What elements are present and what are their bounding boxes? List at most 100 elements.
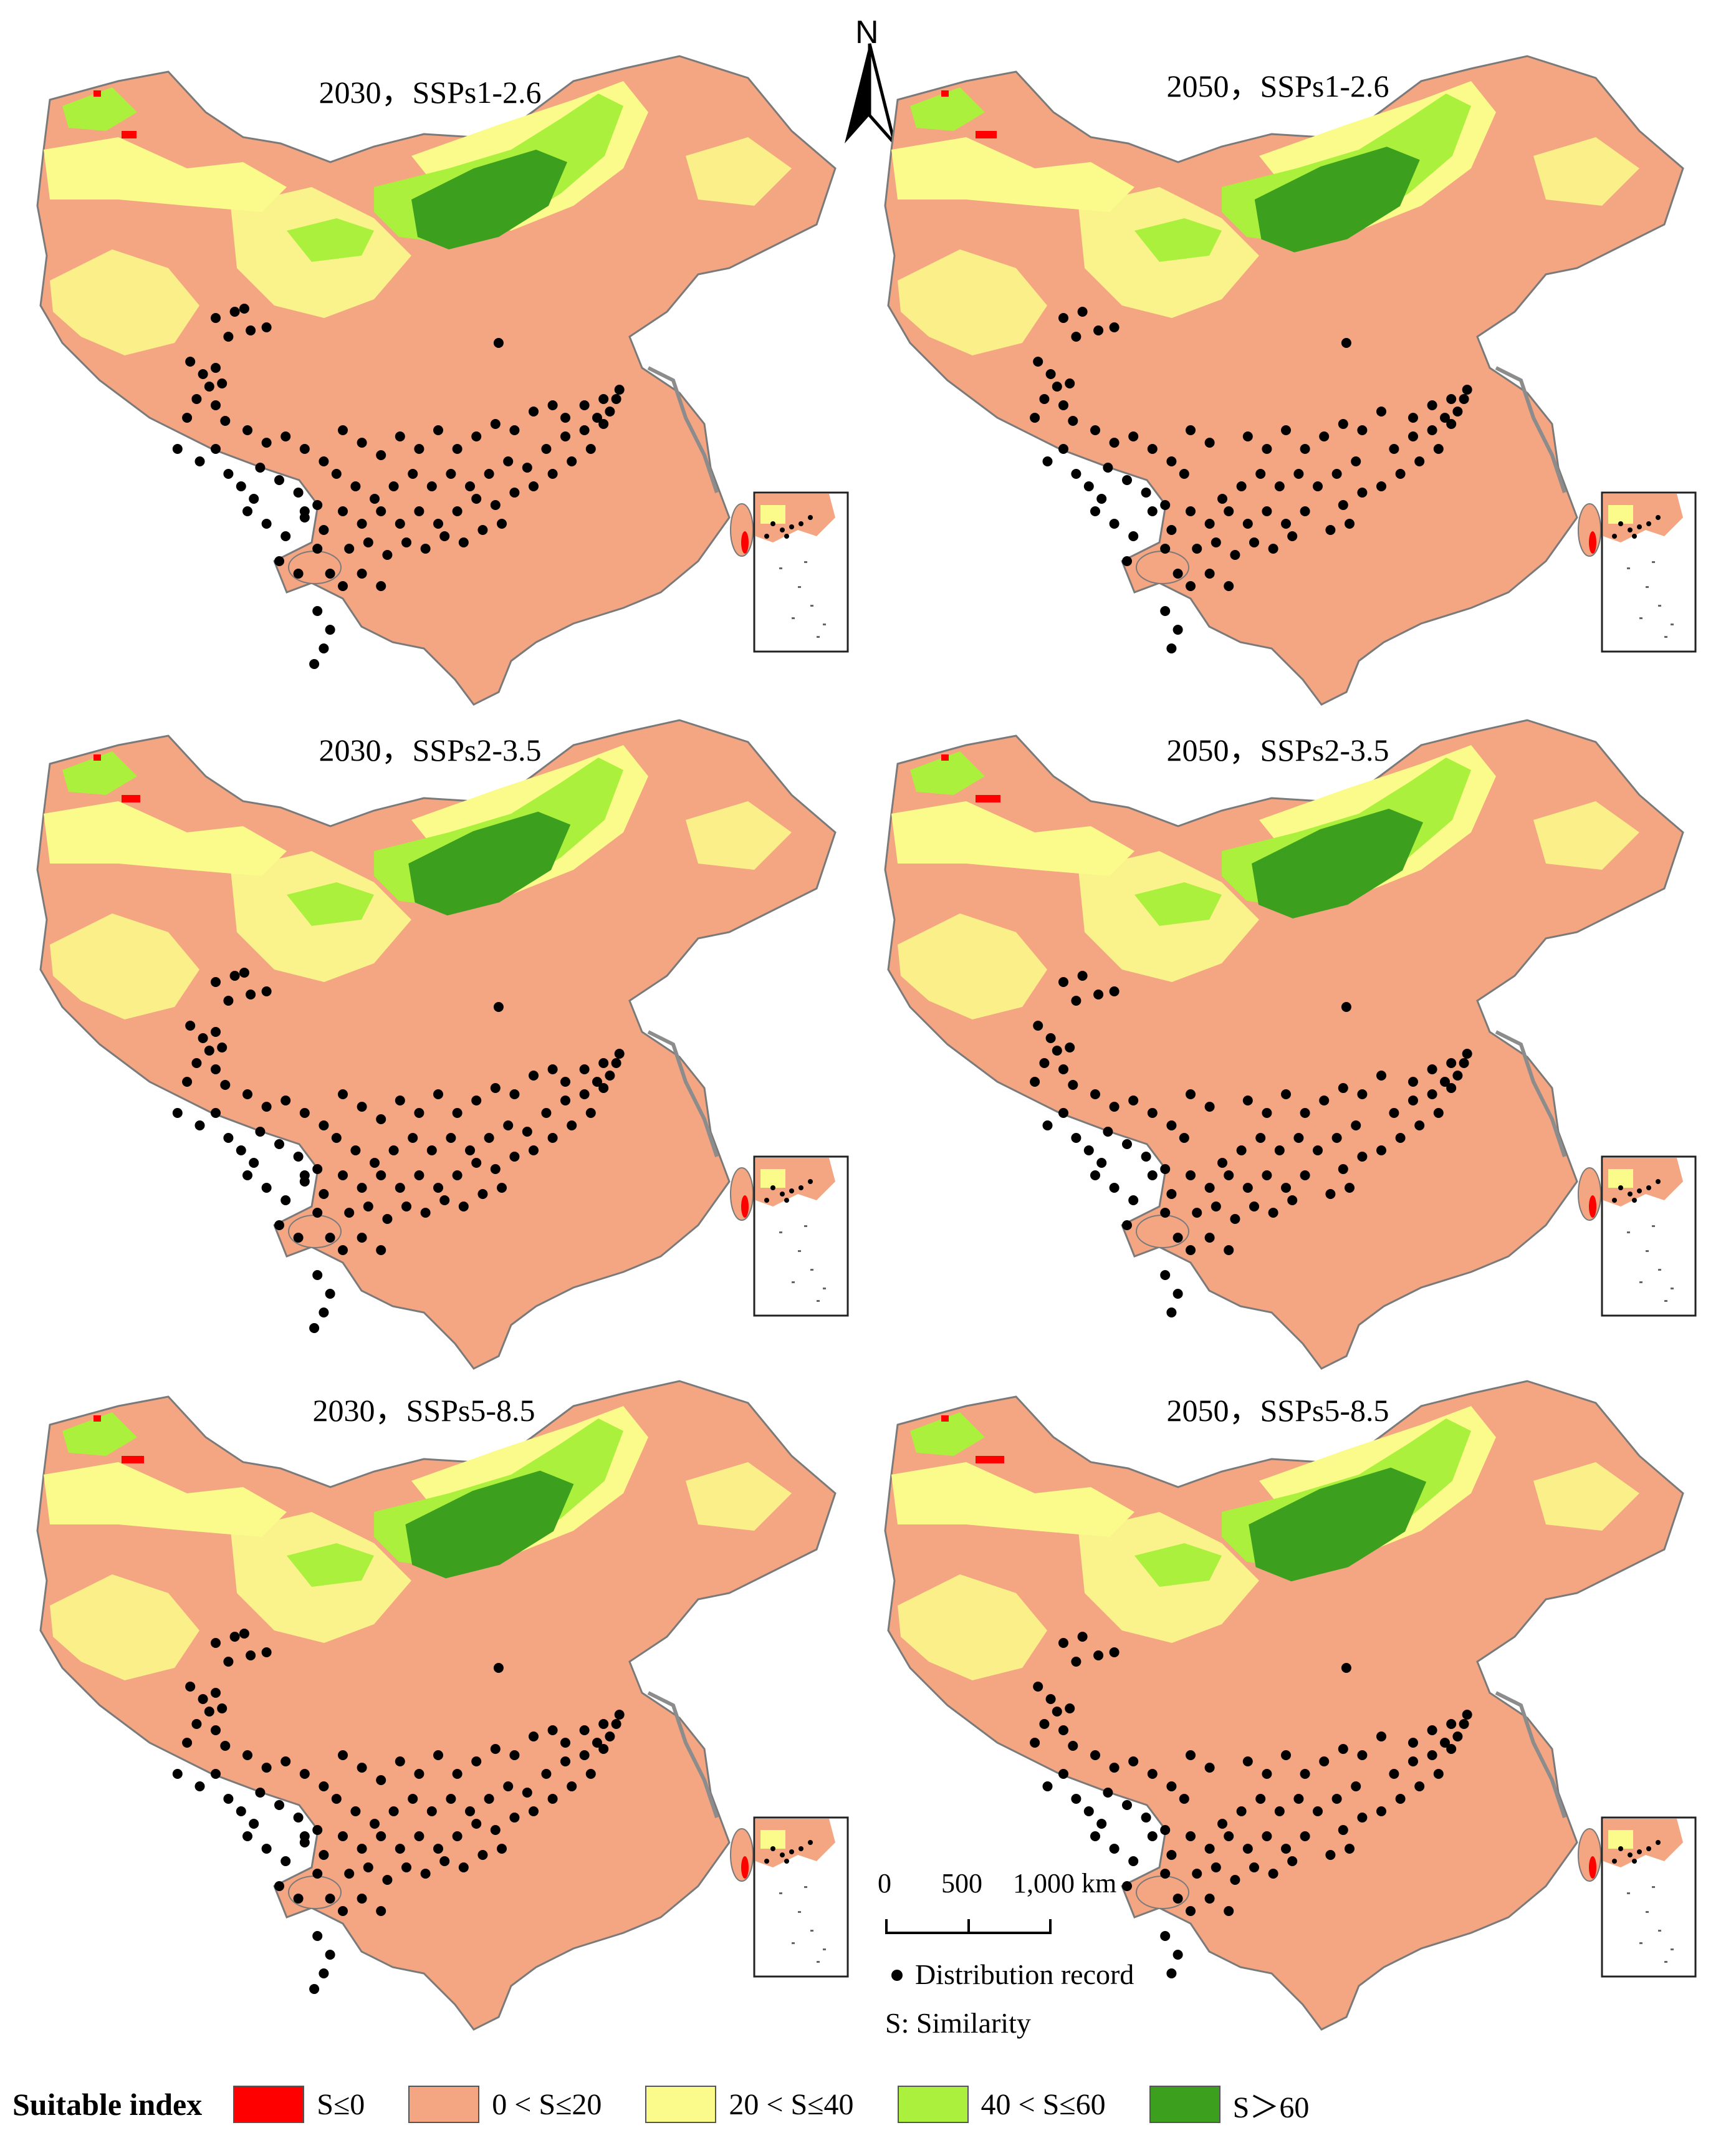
distribution-record-point (560, 1738, 570, 1748)
distribution-record-point (547, 1133, 558, 1143)
inset-record-point (770, 521, 775, 526)
distribution-record-point (1462, 1049, 1472, 1059)
distribution-record-point (1433, 1769, 1444, 1779)
distribution-record-point (211, 1064, 221, 1074)
distribution-record-point (239, 968, 249, 978)
distribution-record-point (1096, 494, 1107, 504)
suitability-zone-40-60 (910, 1412, 985, 1456)
inset-island (792, 1281, 795, 1283)
distribution-record-point (1071, 1794, 1081, 1804)
suitability-zone-above-60 (411, 150, 567, 249)
suitability-zone-negative (976, 131, 997, 138)
distribution-record-point (1341, 1002, 1351, 1012)
distribution-record-point (522, 1127, 532, 1137)
inset-record-point (789, 1849, 794, 1854)
panel-title-5: 2030，SSPs5-8.5 (312, 1393, 535, 1428)
inset-record-point (764, 534, 769, 539)
distribution-record-point (239, 1629, 249, 1639)
distribution-record-point (1338, 500, 1348, 510)
distribution-record-point (1408, 1096, 1418, 1105)
distribution-record-point (1109, 519, 1120, 529)
hainan-island (1136, 1215, 1189, 1248)
distribution-record-point (1122, 556, 1132, 566)
distribution-record-point (433, 1089, 443, 1099)
distribution-record-point (350, 481, 361, 491)
distribution-record-point (309, 1323, 320, 1333)
distribution-record-point (598, 394, 609, 404)
distribution-record-point (1033, 357, 1043, 367)
distribution-record-point (1071, 469, 1081, 479)
distribution-record-point (249, 1158, 259, 1168)
distribution-record-point (274, 1139, 284, 1149)
inset-island (823, 1948, 826, 1950)
distribution-record-point (1357, 425, 1368, 435)
map-panel-4 (873, 708, 1708, 1400)
distribution-record-point (312, 1825, 323, 1835)
distribution-record-point (1071, 332, 1081, 342)
distribution-record-point (471, 1096, 482, 1105)
distribution-record-point (1192, 1869, 1202, 1879)
distribution-record-point (299, 1170, 310, 1180)
distribution-record-point (1186, 1170, 1196, 1180)
distribution-record-point (1141, 1813, 1151, 1823)
inset-zone (1608, 1830, 1633, 1849)
distribution-record-point (614, 1049, 625, 1059)
distribution-record-point (611, 1058, 621, 1068)
suitability-zone-negative (122, 795, 140, 802)
distribution-record-point (281, 1096, 291, 1105)
inset-record-point (780, 527, 785, 532)
distribution-record-point (370, 1819, 380, 1829)
distribution-record-point (1287, 1195, 1298, 1205)
legend-item: 40 < S≤60 (897, 2086, 1106, 2123)
distribution-record-label: Distribution record (915, 1958, 1134, 1990)
distribution-record-point (1071, 1133, 1081, 1143)
distribution-record-point (1204, 519, 1215, 529)
suitability-zone-20-40 (44, 801, 287, 876)
hainan-island (1136, 1876, 1189, 1909)
inset-record-point (784, 534, 789, 539)
distribution-record-point (1090, 1089, 1100, 1099)
distribution-record-point (325, 569, 335, 579)
north-arrow-icon (845, 43, 896, 143)
distribution-record-point (1224, 1245, 1234, 1255)
inset-record-point (1637, 1849, 1642, 1854)
distribution-record-point (211, 313, 221, 323)
distribution-record-point (401, 1202, 411, 1211)
distribution-record-point (325, 1289, 335, 1299)
distribution-record-point (1262, 1831, 1272, 1841)
distribution-record-point (1249, 1202, 1259, 1211)
distribution-record-point (433, 425, 443, 435)
distribution-record-point (1039, 1719, 1050, 1729)
distribution-record-point (1068, 1080, 1078, 1090)
distribution-record-point (1452, 1071, 1463, 1081)
distribution-record-point (370, 1158, 380, 1168)
distribution-record-point (376, 1906, 386, 1916)
distribution-record-point (1128, 531, 1139, 541)
distribution-record-point (242, 1750, 252, 1760)
distribution-record-point (376, 1114, 386, 1124)
suitability-zone-negative (122, 1456, 144, 1463)
distribution-record-point (376, 506, 386, 516)
distribution-record-point (376, 581, 386, 591)
distribution-record-point (1052, 1707, 1062, 1717)
inset-record-point (798, 1185, 803, 1190)
distribution-record-point (1281, 519, 1291, 529)
distribution-record-point (185, 357, 196, 367)
distribution-record-point (319, 1781, 329, 1791)
inset-record-point (1612, 1198, 1617, 1203)
distribution-record-point (1042, 1120, 1053, 1130)
distribution-record-point (1217, 1158, 1227, 1168)
distribution-record-point (1281, 425, 1291, 435)
inset-island (1664, 636, 1667, 638)
distribution-record-point (408, 1794, 418, 1804)
distribution-record-point (350, 1806, 361, 1816)
distribution-record-point (1042, 1781, 1053, 1791)
distribution-record-point (1186, 506, 1196, 516)
distribution-record-point (560, 1756, 570, 1766)
distribution-record-point (547, 1064, 558, 1074)
distribution-record-point (319, 525, 329, 535)
suitability-zone-above-60 (405, 1470, 574, 1579)
distribution-record-point (1128, 1856, 1139, 1866)
distribution-record-point (465, 1806, 475, 1816)
distribution-record-point (1030, 1738, 1040, 1748)
